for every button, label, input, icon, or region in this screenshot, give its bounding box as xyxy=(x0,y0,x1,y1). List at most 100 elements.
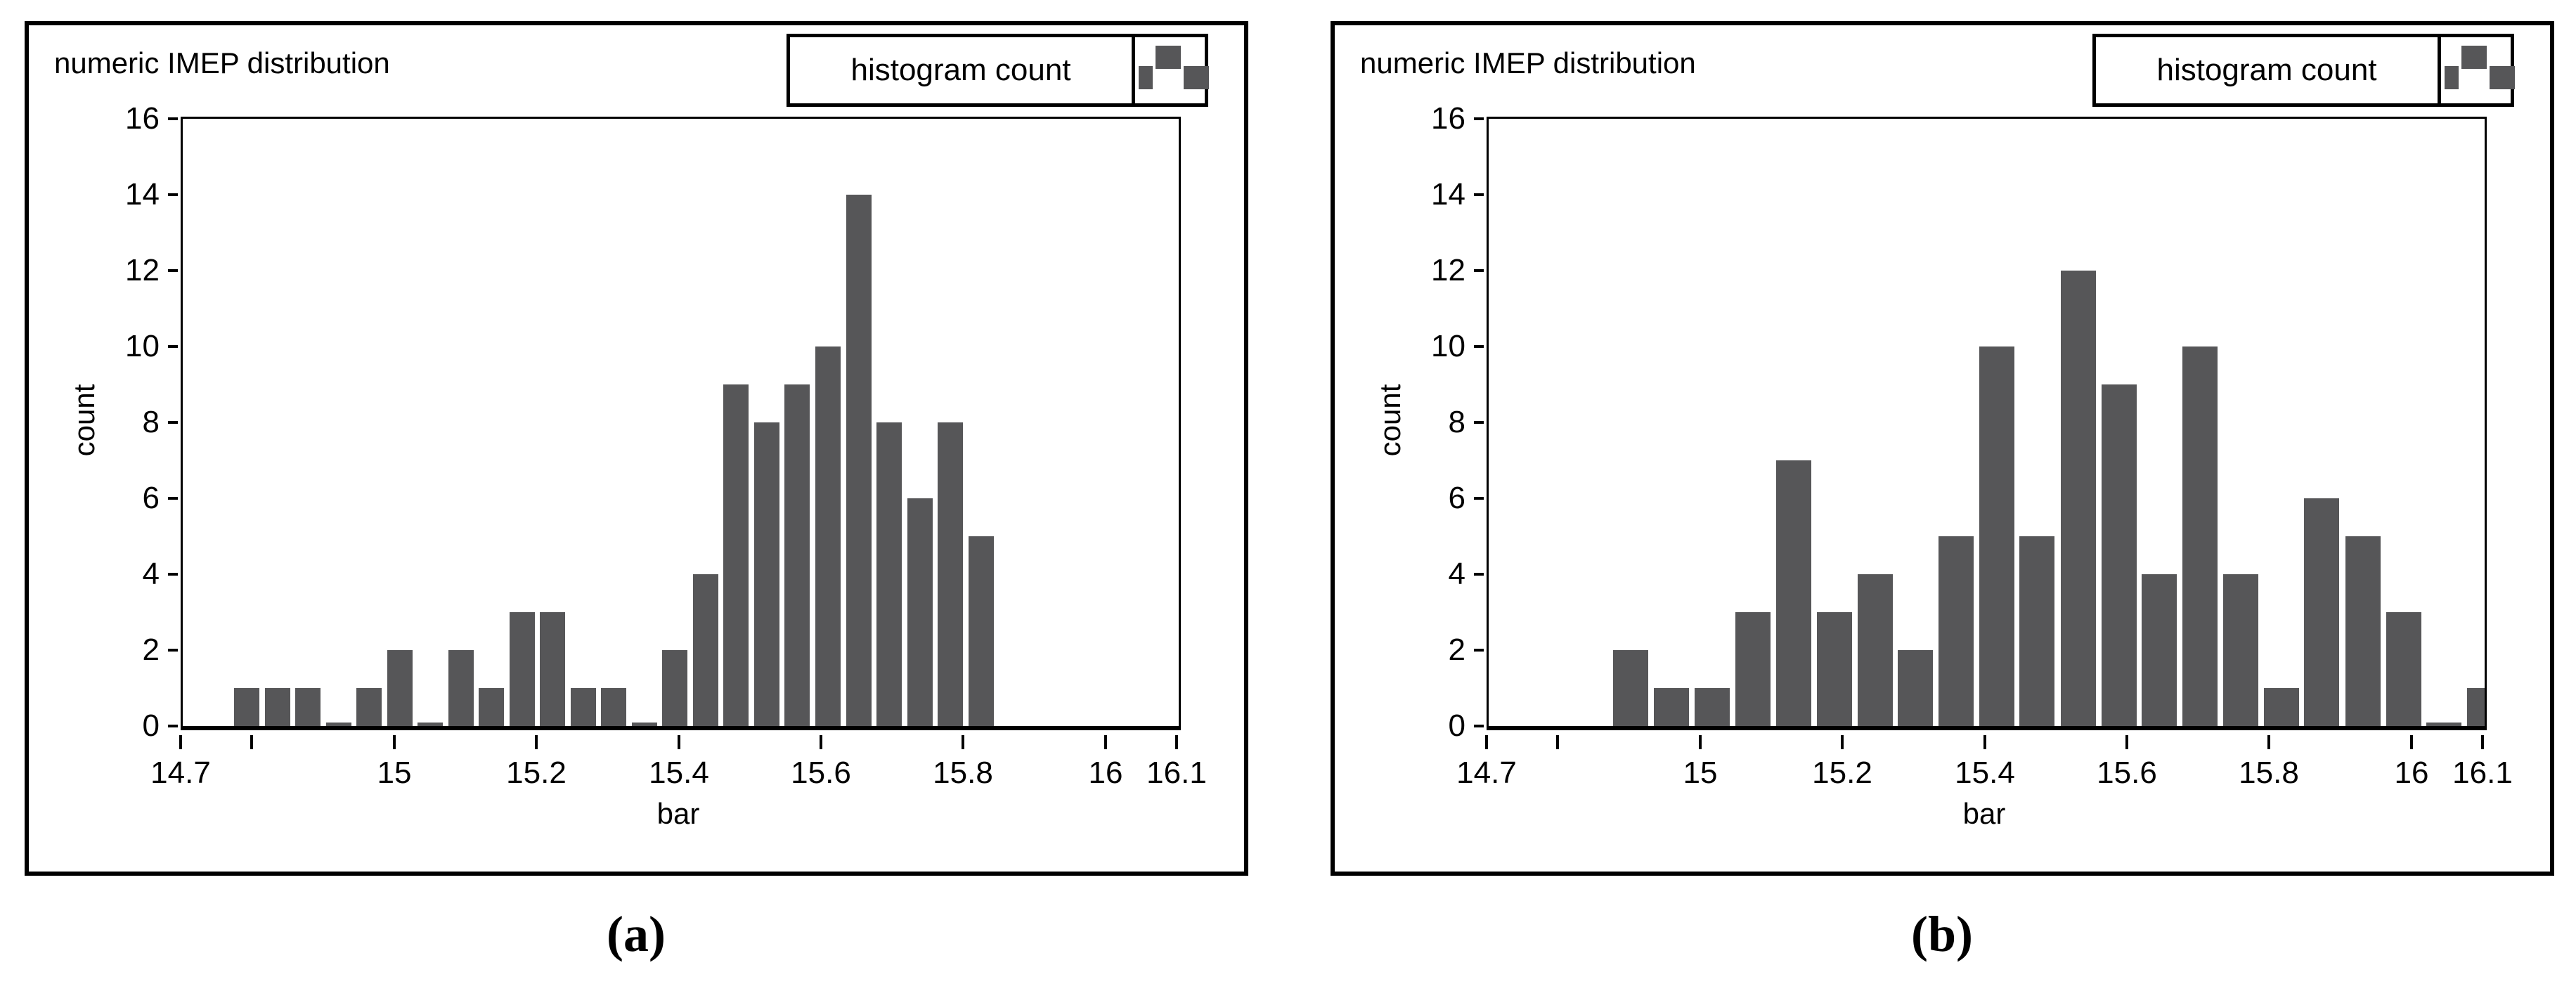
x-tick-label: 15.6 xyxy=(2097,756,2157,790)
y-axis-tick xyxy=(168,573,178,576)
x-axis-tick xyxy=(1485,735,1488,749)
histogram-bar xyxy=(846,195,872,726)
plot-area xyxy=(181,117,1181,730)
plot-area xyxy=(1487,117,2487,730)
x-tick-label: 16 xyxy=(2394,756,2429,790)
histogram-bar xyxy=(2345,536,2381,726)
histogram-bar xyxy=(876,422,902,726)
x-tick-label: 15.8 xyxy=(2239,756,2299,790)
histogram-bar xyxy=(784,384,810,726)
x-axis-tick xyxy=(1104,735,1107,749)
y-axis-label: count xyxy=(1373,384,1406,457)
x-tick-label: 14.7 xyxy=(150,756,211,790)
histogram-bar xyxy=(2102,384,2137,726)
histogram-bar xyxy=(295,688,321,726)
histogram-bar xyxy=(2142,574,2177,726)
histogram-icon-block xyxy=(1156,46,1181,69)
histogram-bar xyxy=(2386,612,2421,726)
legend-box: histogram count xyxy=(2092,34,2515,107)
histogram-bar xyxy=(1654,688,1689,726)
y-tick-label: 0 xyxy=(1448,708,1465,743)
histogram-bar xyxy=(601,688,626,726)
y-tick-label: 8 xyxy=(142,405,160,439)
x-tick-label: 14.7 xyxy=(1456,756,1517,790)
y-axis-tick xyxy=(1474,269,1484,272)
x-axis-tick xyxy=(535,735,538,749)
x-axis-label: bar xyxy=(1962,797,2006,830)
legend-label: histogram count xyxy=(850,53,1071,87)
histogram-bar xyxy=(2182,346,2218,726)
histogram-bar xyxy=(2061,271,2096,726)
x-tick-label: 15.6 xyxy=(791,756,851,790)
histogram-bar xyxy=(1817,612,1852,726)
x-tick-label: 15.2 xyxy=(1812,756,1872,790)
y-axis-label: count xyxy=(67,384,101,457)
x-axis-tick xyxy=(1841,735,1844,749)
histogram-bar xyxy=(387,650,413,726)
histogram-bar xyxy=(265,688,290,726)
chart-panel-b: numeric IMEP distribution histogram coun… xyxy=(1331,21,2554,876)
histogram-bar xyxy=(448,650,474,726)
histogram-bar xyxy=(1939,536,1974,726)
x-tick-label: 15.8 xyxy=(933,756,993,790)
y-tick-label: 2 xyxy=(1448,633,1465,667)
y-tick-label: 10 xyxy=(1431,329,1465,363)
x-axis-tick xyxy=(678,735,680,749)
histogram-bar xyxy=(1898,650,1933,726)
y-axis-tick xyxy=(168,649,178,652)
x-axis-tick xyxy=(962,735,964,749)
x-axis-tick xyxy=(2267,735,2270,749)
x-tick-label: 16 xyxy=(1088,756,1123,790)
y-tick-label: 2 xyxy=(142,633,160,667)
histogram-bar xyxy=(2426,723,2461,726)
histogram-bar xyxy=(2019,536,2054,726)
y-axis-tick xyxy=(1474,497,1484,500)
histogram-bar xyxy=(693,574,718,726)
histogram-bar xyxy=(1979,346,2014,726)
histogram-bar xyxy=(1613,650,1648,726)
histogram-bar xyxy=(2223,574,2258,726)
chart-title: numeric IMEP distribution xyxy=(1360,46,1696,79)
y-tick-label: 0 xyxy=(142,708,160,743)
histogram-icon-block xyxy=(2490,66,2515,89)
y-tick-label: 14 xyxy=(125,177,160,212)
x-tick-label: 16.1 xyxy=(1146,756,1207,790)
histogram-bar xyxy=(1776,460,1811,726)
y-axis-tick xyxy=(1474,117,1484,120)
chart-title: numeric IMEP distribution xyxy=(54,46,390,79)
subfigure-caption-b: (b) xyxy=(1911,906,1973,962)
x-axis-label: bar xyxy=(656,797,700,830)
y-axis-tick xyxy=(1474,725,1484,727)
y-axis-tick xyxy=(168,725,178,727)
histogram-bar xyxy=(2264,688,2299,726)
chart-panel-a: numeric IMEP distribution histogram coun… xyxy=(25,21,1248,876)
histogram-bar xyxy=(418,723,443,726)
x-tick-label: 15.2 xyxy=(506,756,567,790)
histogram-bar xyxy=(510,612,535,726)
y-axis-tick xyxy=(1474,573,1484,576)
histogram-icon-block xyxy=(2445,66,2459,89)
histogram-bar xyxy=(723,384,749,726)
y-tick-label: 16 xyxy=(1431,101,1465,136)
histogram-bar xyxy=(632,723,657,726)
y-tick-label: 4 xyxy=(142,557,160,591)
histogram-bar xyxy=(571,688,596,726)
y-axis-tick xyxy=(1474,421,1484,424)
x-tick-label: 16.1 xyxy=(2452,756,2513,790)
histogram-bar xyxy=(1858,574,1893,726)
mini-histogram-icon xyxy=(2441,37,2515,103)
x-tick-label: 15 xyxy=(377,756,412,790)
histogram-bar xyxy=(754,422,779,726)
histogram-bar xyxy=(815,346,841,726)
x-axis-tick xyxy=(820,735,822,749)
histogram-bar xyxy=(662,650,687,726)
x-axis-tick xyxy=(1556,735,1559,749)
x-tick-label: 15.4 xyxy=(1955,756,2015,790)
histogram-bar xyxy=(938,422,963,726)
histogram-icon-block xyxy=(1139,66,1153,89)
legend-box: histogram count xyxy=(787,34,1209,107)
legend-divider xyxy=(2438,37,2441,103)
x-axis-tick xyxy=(1699,735,1702,749)
y-axis-tick xyxy=(1474,345,1484,348)
histogram-bar xyxy=(1695,688,1730,726)
